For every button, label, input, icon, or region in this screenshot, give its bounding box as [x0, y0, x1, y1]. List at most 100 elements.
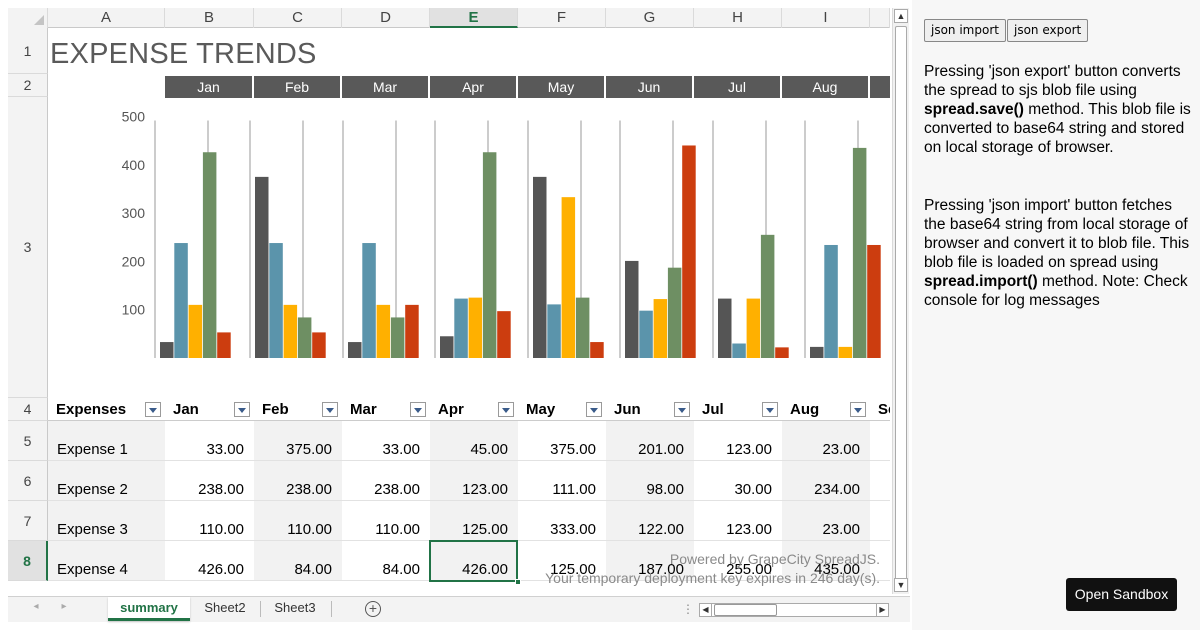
filter-dropdown-icon[interactable] — [234, 402, 250, 417]
value-cell[interactable]: 45.00 — [430, 421, 518, 461]
tab-nav-next-icon[interactable]: ▸ — [61, 601, 67, 612]
value-cell[interactable]: 123.00 — [694, 501, 782, 541]
month-header-jan: Jan — [165, 76, 252, 98]
filter-dropdown-icon[interactable] — [145, 402, 161, 417]
value-cell[interactable]: 123.00 — [694, 421, 782, 461]
cell-value: 23.00 — [822, 441, 860, 458]
json-import-button[interactable]: json import — [924, 19, 1006, 42]
filter-dropdown-icon[interactable] — [850, 402, 866, 417]
info-panel: json import json export Pressing 'json e… — [912, 0, 1200, 630]
tab-summary[interactable]: summary — [108, 597, 190, 621]
value-cell[interactable]: 23.00 — [782, 421, 870, 461]
column-header-overflow[interactable] — [870, 8, 890, 28]
column-header-d[interactable]: D — [342, 8, 430, 28]
value-cell[interactable]: 110.00 — [254, 501, 342, 541]
value-cell[interactable]: 333.00 — [518, 501, 606, 541]
column-header-c[interactable]: C — [254, 8, 342, 28]
value-cell[interactable]: 255.00 — [694, 541, 782, 581]
value-cell[interactable]: 426.00 — [430, 541, 518, 581]
tab-sheet2[interactable]: Sheet2 — [204, 600, 246, 615]
row-header-2[interactable]: 2 — [8, 74, 48, 97]
bar-feb-series1 — [255, 176, 269, 358]
row-label-cell[interactable]: Expense 2 — [48, 461, 165, 501]
horizontal-scroll-thumb[interactable] — [714, 604, 777, 616]
value-cell[interactable]: 30.00 — [694, 461, 782, 501]
value-cell[interactable]: 234.00 — [782, 461, 870, 501]
row-label-cell[interactable]: Expense 3 — [48, 501, 165, 541]
value-cell[interactable]: 33.00 — [165, 421, 254, 461]
row-header-8[interactable]: 8 — [8, 541, 48, 581]
bar-mar-series4 — [390, 317, 405, 358]
json-export-button[interactable]: json export — [1007, 19, 1089, 42]
cell-area[interactable]: EXPENSE TRENDS Jan Feb Mar Apr May Jun Jul Aug … — [48, 28, 890, 593]
row-header-4[interactable]: 4 — [8, 398, 48, 421]
overflow-cell[interactable] — [870, 501, 890, 541]
filter-dropdown-icon[interactable] — [410, 402, 426, 417]
filter-dropdown-icon[interactable] — [674, 402, 690, 417]
fill-handle[interactable] — [515, 579, 521, 585]
column-header-f[interactable]: F — [518, 8, 606, 28]
value-cell[interactable]: 23.00 — [782, 501, 870, 541]
value-cell[interactable]: 435.00 — [782, 541, 870, 581]
overflow-cell[interactable] — [870, 541, 890, 581]
tab-nav-prev-icon[interactable]: ◂ — [33, 601, 39, 612]
corner-triangle-icon — [34, 15, 44, 25]
scroll-down-icon[interactable]: ▼ — [894, 578, 908, 592]
column-header-i[interactable]: I — [782, 8, 870, 28]
column-header-h[interactable]: H — [694, 8, 782, 28]
row-label-cell[interactable]: Expense 1 — [48, 421, 165, 461]
vertical-scroll-thumb[interactable] — [895, 26, 907, 588]
value-cell[interactable]: 98.00 — [606, 461, 694, 501]
tab-sheet3[interactable]: Sheet3 — [274, 600, 316, 615]
value-cell[interactable]: 187.00 — [606, 541, 694, 581]
open-sandbox-button[interactable]: Open Sandbox — [1066, 578, 1177, 611]
overflow-cell[interactable] — [870, 461, 890, 501]
column-header-b[interactable]: B — [165, 8, 254, 28]
bar-mar-series2 — [362, 243, 376, 358]
row-header-7[interactable]: 7 — [8, 501, 48, 541]
value-cell[interactable]: 33.00 — [342, 421, 430, 461]
column-header-e[interactable]: E — [430, 8, 518, 28]
value-cell[interactable]: 123.00 — [430, 461, 518, 501]
value-cell[interactable]: 111.00 — [518, 461, 606, 501]
filter-dropdown-icon[interactable] — [498, 402, 514, 417]
value-cell[interactable]: 122.00 — [606, 501, 694, 541]
bar-may-series1 — [533, 176, 547, 358]
value-cell[interactable]: 426.00 — [165, 541, 254, 581]
row-label-cell[interactable]: Expense 4 — [48, 541, 165, 581]
value-cell[interactable]: 110.00 — [342, 501, 430, 541]
value-cell[interactable]: 84.00 — [342, 541, 430, 581]
watermark-key-expiry: Your temporary deployment key expires in… — [545, 570, 880, 586]
value-cell[interactable]: 238.00 — [165, 461, 254, 501]
value-cell[interactable]: 375.00 — [518, 421, 606, 461]
bar-jan-series3 — [188, 304, 203, 358]
value-cell[interactable]: 375.00 — [254, 421, 342, 461]
scroll-up-icon[interactable]: ▲ — [894, 9, 908, 23]
value-cell[interactable]: 84.00 — [254, 541, 342, 581]
overflow-cell[interactable] — [870, 421, 890, 461]
filter-dropdown-icon[interactable] — [762, 402, 778, 417]
value-cell[interactable]: 125.00 — [430, 501, 518, 541]
select-all-corner[interactable] — [8, 8, 48, 28]
cell-value: 238.00 — [286, 481, 332, 498]
selected-cell-outline[interactable] — [429, 540, 518, 582]
column-header-a[interactable]: A — [48, 8, 165, 28]
value-cell[interactable]: 125.00 — [518, 541, 606, 581]
value-cell[interactable]: 238.00 — [254, 461, 342, 501]
filter-dropdown-icon[interactable] — [322, 402, 338, 417]
value-cell[interactable]: 238.00 — [342, 461, 430, 501]
value-cell[interactable]: 201.00 — [606, 421, 694, 461]
scroll-right-icon[interactable]: ▶ — [876, 603, 889, 617]
row-header-3[interactable]: 3 — [8, 97, 48, 398]
row-header-6[interactable]: 6 — [8, 461, 48, 501]
splitter-dots-icon[interactable]: ⋮ — [682, 602, 694, 616]
column-header-g[interactable]: G — [606, 8, 694, 28]
vertical-scrollbar[interactable]: ▲ ▼ — [892, 8, 909, 594]
add-sheet-icon[interactable]: + — [365, 601, 381, 617]
cell-value: 23.00 — [822, 521, 860, 538]
row-header-1[interactable]: 1 — [8, 28, 48, 74]
row-header-5[interactable]: 5 — [8, 421, 48, 461]
value-cell[interactable]: 110.00 — [165, 501, 254, 541]
filter-dropdown-icon[interactable] — [586, 402, 602, 417]
